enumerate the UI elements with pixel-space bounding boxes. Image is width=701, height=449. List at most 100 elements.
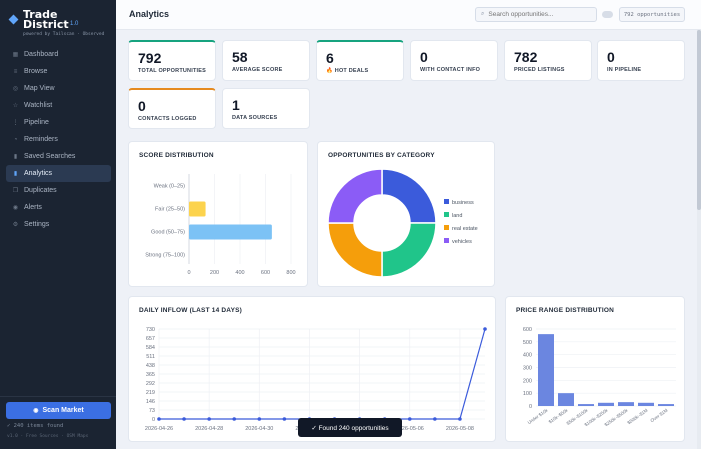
y-tick-label: Fair (25–50) bbox=[155, 207, 185, 213]
sidebar-item-map-view[interactable]: ◎ Map View bbox=[6, 80, 111, 97]
inflow-point[interactable] bbox=[257, 417, 262, 421]
sidebar-item-alerts[interactable]: ◉ Alerts bbox=[6, 199, 111, 216]
x-tick-label: 800 bbox=[286, 270, 295, 276]
inflow-point[interactable] bbox=[407, 417, 412, 421]
stat-card-with-contact-info: 0 WITH CONTACT INFO bbox=[410, 40, 498, 81]
inflow-point[interactable] bbox=[157, 417, 161, 421]
score-distribution-panel: SCORE DISTRIBUTION 0 200 400 600 800 Weak (0–… bbox=[128, 141, 308, 287]
items-found-status: ✓ 240 items found bbox=[7, 423, 64, 429]
y-tick-label: 584 bbox=[146, 345, 155, 351]
donut-slice[interactable] bbox=[381, 168, 437, 224]
y-tick-label: 730 bbox=[146, 327, 155, 333]
category-panel: OPPORTUNITIES BY CATEGORY business land re… bbox=[317, 141, 495, 287]
copy-icon: ❐ bbox=[12, 188, 19, 194]
sidebar-item-browse[interactable]: ≡ Browse bbox=[6, 63, 111, 80]
search-input[interactable] bbox=[488, 11, 589, 18]
sidebar-item-reminders[interactable]: ◔ Reminders bbox=[6, 131, 111, 148]
stat-value: 1 bbox=[232, 97, 240, 113]
sidebar-item-saved-searches[interactable]: ▮ Saved Searches bbox=[6, 148, 111, 165]
search-box[interactable]: ⌕ bbox=[475, 7, 597, 22]
opportunity-count-badge: 792 opportunities bbox=[619, 7, 685, 22]
sidebar-nav: ▦ Dashboard ≡ Browse ◎ Map View ☆ Watchlist ⋮ Pip… bbox=[6, 46, 111, 233]
stat-value: 792 bbox=[138, 50, 162, 66]
inflow-point[interactable] bbox=[207, 417, 211, 421]
price-bar[interactable] bbox=[538, 334, 554, 406]
score-bar[interactable] bbox=[189, 201, 206, 217]
y-tick-label: 100 bbox=[523, 391, 532, 397]
y-tick-label: 500 bbox=[523, 340, 532, 346]
legend-swatch bbox=[444, 212, 449, 217]
sidebar-item-label: Watchlist bbox=[24, 102, 53, 109]
stat-card-data-sources: 1 DATA SOURCES bbox=[222, 88, 310, 129]
stat-label: DATA SOURCES bbox=[232, 115, 278, 121]
stat-card-total-opportunities: 792 TOTAL OPPORTUNITIES bbox=[128, 40, 216, 81]
stat-label: 🔥 HOT DEALS bbox=[326, 68, 369, 74]
sidebar-item-label: Duplicates bbox=[24, 187, 57, 194]
stat-value: 0 bbox=[420, 49, 428, 65]
sidebar-item-watchlist[interactable]: ☆ Watchlist bbox=[6, 97, 111, 114]
inflow-point[interactable] bbox=[483, 327, 487, 331]
inflow-point[interactable] bbox=[458, 417, 462, 421]
y-tick-label: Strong (75–100) bbox=[145, 253, 185, 259]
inflow-point[interactable] bbox=[182, 417, 186, 421]
stat-value: 58 bbox=[232, 49, 248, 65]
y-tick-label: 73 bbox=[149, 408, 155, 414]
sidebar-item-analytics[interactable]: ▮ Analytics bbox=[6, 165, 111, 182]
x-tick-label: 200 bbox=[210, 270, 219, 276]
x-tick-label: 2026-04-26 bbox=[145, 426, 173, 432]
price-bar[interactable] bbox=[558, 393, 574, 406]
donut-slice[interactable] bbox=[381, 222, 437, 278]
sidebar-item-label: Pipeline bbox=[24, 119, 49, 126]
stat-label: WITH CONTACT INFO bbox=[420, 67, 481, 73]
stat-value: 782 bbox=[514, 49, 538, 65]
sidebar-item-label: Saved Searches bbox=[24, 153, 76, 160]
y-tick-label: 300 bbox=[523, 366, 532, 372]
inflow-point[interactable] bbox=[433, 417, 437, 421]
sidebar: Trade District 1.0 powered by Tailscan ·… bbox=[0, 0, 116, 449]
scrollbar-thumb[interactable] bbox=[697, 30, 701, 210]
score-bar[interactable] bbox=[189, 224, 272, 240]
sidebar-footer: ◉ Scan Market ✓ 240 items found v1.0 · F… bbox=[0, 396, 116, 449]
stat-value: 0 bbox=[138, 98, 146, 114]
category-title: OPPORTUNITIES BY CATEGORY bbox=[328, 152, 435, 159]
stat-value: 6 bbox=[326, 50, 334, 66]
view-toggle[interactable] bbox=[602, 11, 613, 18]
stat-card-hot-deals: 6 🔥 HOT DEALS bbox=[316, 40, 404, 81]
x-tick-label: 400 bbox=[235, 270, 244, 276]
sidebar-item-duplicates[interactable]: ❐ Duplicates bbox=[6, 182, 111, 199]
price-bar[interactable] bbox=[658, 404, 674, 406]
donut-slice[interactable] bbox=[327, 168, 383, 224]
inflow-point[interactable] bbox=[232, 417, 237, 421]
inflow-point[interactable] bbox=[282, 417, 287, 421]
sidebar-item-settings[interactable]: ⚙ Settings bbox=[6, 216, 111, 233]
stat-label: PRICED LISTINGS bbox=[514, 67, 565, 73]
sidebar-item-label: Settings bbox=[24, 221, 50, 228]
x-tick-label: Over $1M bbox=[650, 408, 669, 424]
sidebar-item-pipeline[interactable]: ⋮ Pipeline bbox=[6, 114, 111, 131]
price-range-title: PRICE RANGE DISTRIBUTION bbox=[516, 307, 614, 314]
price-bar[interactable] bbox=[578, 404, 594, 406]
sidebar-item-label: Alerts bbox=[24, 204, 42, 211]
score-distribution-chart: 0 200 400 600 800 Weak (0–25) Fair (25–50) Good… bbox=[145, 174, 296, 276]
sidebar-item-label: Analytics bbox=[24, 170, 53, 177]
x-tick-label: 2026-04-28 bbox=[195, 426, 223, 432]
sidebar-item-dashboard[interactable]: ▦ Dashboard bbox=[6, 46, 111, 63]
price-bar[interactable] bbox=[638, 402, 654, 406]
pipeline-icon: ⋮ bbox=[12, 120, 19, 126]
star-icon: ☆ bbox=[12, 103, 19, 109]
x-tick-label: 600 bbox=[261, 270, 270, 276]
legend-label: business bbox=[452, 200, 474, 206]
score-distribution-title: SCORE DISTRIBUTION bbox=[139, 152, 214, 159]
scan-market-button[interactable]: ◉ Scan Market bbox=[6, 402, 111, 419]
y-tick-label: 146 bbox=[146, 399, 155, 405]
y-tick-label: 657 bbox=[146, 336, 155, 342]
price-bar[interactable] bbox=[598, 402, 614, 406]
stat-label: CONTACTS LOGGED bbox=[138, 116, 197, 122]
price-range-panel: PRICE RANGE DISTRIBUTION 0 100 200 300 400 50… bbox=[505, 296, 685, 442]
page-title: Analytics bbox=[129, 9, 170, 19]
toast-notification: ✓ Found 240 opportunities bbox=[298, 418, 402, 437]
scrollbar-track[interactable] bbox=[697, 30, 701, 449]
donut-slice[interactable] bbox=[327, 222, 383, 278]
price-bar[interactable] bbox=[618, 402, 634, 406]
legend-label: real estate bbox=[452, 226, 478, 232]
